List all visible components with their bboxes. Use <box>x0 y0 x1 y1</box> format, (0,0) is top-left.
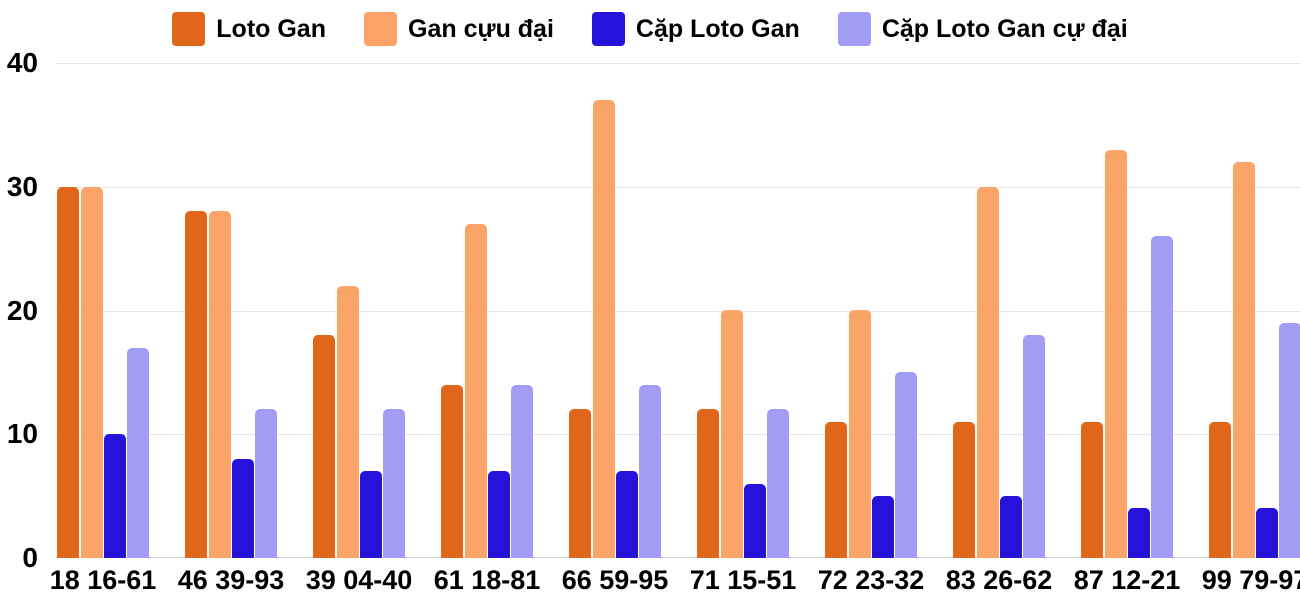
x-axis-category-label: 61 18-81 <box>433 565 541 595</box>
y-axis-tick-label: 30 <box>6 170 38 202</box>
gridline <box>55 434 1300 436</box>
bar-series3-cat2[interactable] <box>232 459 254 558</box>
legend-color-swatch <box>364 12 397 46</box>
x-axis: 18 16-61 46 39-93 39 04-40 61 18-81 66 59-95… <box>50 564 1300 598</box>
bar-series4-cat7[interactable] <box>895 372 917 558</box>
bar-series2-cat5[interactable] <box>593 100 615 558</box>
bar-group-6 <box>697 63 789 558</box>
bar-group-3 <box>313 63 405 558</box>
legend-item-1[interactable]: Loto Gan <box>172 12 326 46</box>
legend-color-swatch <box>591 12 625 46</box>
legend-color-swatch <box>172 12 206 46</box>
bar-group-4 <box>441 63 533 558</box>
gridline <box>55 310 1300 312</box>
legend-label: Cặp Loto Gan <box>635 15 800 43</box>
bar-series1-cat1[interactable] <box>57 187 79 558</box>
bar-series3-cat10[interactable] <box>1256 508 1278 558</box>
bar-series2-cat7[interactable] <box>849 310 871 558</box>
x-axis-category-label: 66 59-95 <box>561 565 669 595</box>
bar-series1-cat4[interactable] <box>441 385 463 558</box>
bar-series4-cat8[interactable] <box>1023 335 1045 558</box>
bar-series4-cat9[interactable] <box>1151 236 1173 558</box>
x-axis-category-label: 71 15-51 <box>689 565 797 595</box>
bar-series3-cat5[interactable] <box>616 471 638 558</box>
bar-series1-cat10[interactable] <box>1209 422 1231 558</box>
bar-series2-cat4[interactable] <box>465 224 487 558</box>
y-axis-tick-label: 40 <box>6 47 38 78</box>
bar-series2-cat8[interactable] <box>977 187 999 558</box>
bar-series4-cat4[interactable] <box>511 385 533 558</box>
x-axis-category-label: 18 16-61 <box>49 565 157 595</box>
bar-group-8 <box>953 63 1045 558</box>
bar-series2-cat3[interactable] <box>337 286 359 558</box>
x-axis-category-label: 72 23-32 <box>817 565 925 595</box>
chart-legend: Loto Gan Gan cựu đại Cặp Loto Gan Cặp Loto … <box>0 12 1300 46</box>
legend-item-4[interactable]: Cặp Loto Gan cự đại <box>837 12 1128 46</box>
y-axis-tick-label: 20 <box>6 294 38 326</box>
bar-series2-cat9[interactable] <box>1105 150 1127 558</box>
bar-series2-cat1[interactable] <box>81 187 103 558</box>
bar-series3-cat3[interactable] <box>360 471 382 558</box>
bar-series1-cat5[interactable] <box>569 409 591 558</box>
y-axis-tick-label: 0 <box>22 542 38 573</box>
bar-series3-cat8[interactable] <box>1000 496 1022 558</box>
x-axis-baseline <box>55 557 1300 558</box>
bar-group-2 <box>185 63 277 558</box>
gridline <box>55 63 1300 64</box>
x-axis-category-label: 99 79-97 <box>1201 565 1300 595</box>
bar-series2-cat10[interactable] <box>1233 162 1255 558</box>
y-axis-tick-label: 10 <box>6 418 38 450</box>
bar-series4-cat5[interactable] <box>639 385 661 558</box>
y-axis: 0 10 20 30 40 <box>0 48 44 573</box>
legend-color-swatch <box>837 12 871 46</box>
bar-group-1 <box>57 63 149 558</box>
bar-series4-cat1[interactable] <box>127 348 149 558</box>
x-axis-category-label: 46 39-93 <box>177 565 285 595</box>
bar-series3-cat1[interactable] <box>104 434 126 558</box>
legend-label: Cặp Loto Gan cự đại <box>881 15 1128 43</box>
bar-series3-cat7[interactable] <box>872 496 894 558</box>
legend-item-2[interactable]: Gan cựu đại <box>364 12 554 46</box>
bar-series4-cat10[interactable] <box>1279 323 1300 558</box>
bar-group-10 <box>1209 63 1300 558</box>
bar-series1-cat8[interactable] <box>953 422 975 558</box>
x-axis-category-label: 83 26-62 <box>945 565 1053 595</box>
legend-item-3[interactable]: Cặp Loto Gan <box>591 12 800 46</box>
bar-series3-cat4[interactable] <box>488 471 510 558</box>
x-axis-category-label: 87 12-21 <box>1073 565 1181 595</box>
bar-group-5 <box>569 63 661 558</box>
gridline <box>55 186 1300 188</box>
bar-series2-cat2[interactable] <box>209 211 231 558</box>
legend-label: Gan cựu đại <box>408 15 554 43</box>
bar-series3-cat9[interactable] <box>1128 508 1150 558</box>
x-axis-category-label: 39 04-40 <box>305 565 413 595</box>
bar-series1-cat7[interactable] <box>825 422 847 558</box>
bar-series1-cat2[interactable] <box>185 211 207 558</box>
bar-series1-cat9[interactable] <box>1081 422 1103 558</box>
bar-series1-cat3[interactable] <box>313 335 335 558</box>
bar-series1-cat6[interactable] <box>697 409 719 558</box>
bar-series4-cat3[interactable] <box>383 409 405 558</box>
bar-series4-cat2[interactable] <box>255 409 277 558</box>
bar-series2-cat6[interactable] <box>721 310 743 558</box>
plot-area <box>55 63 1300 558</box>
bar-series4-cat6[interactable] <box>767 409 789 558</box>
bar-group-7 <box>825 63 917 558</box>
legend-label: Loto Gan <box>216 15 326 43</box>
bar-series3-cat6[interactable] <box>744 484 766 558</box>
bar-group-9 <box>1081 63 1173 558</box>
